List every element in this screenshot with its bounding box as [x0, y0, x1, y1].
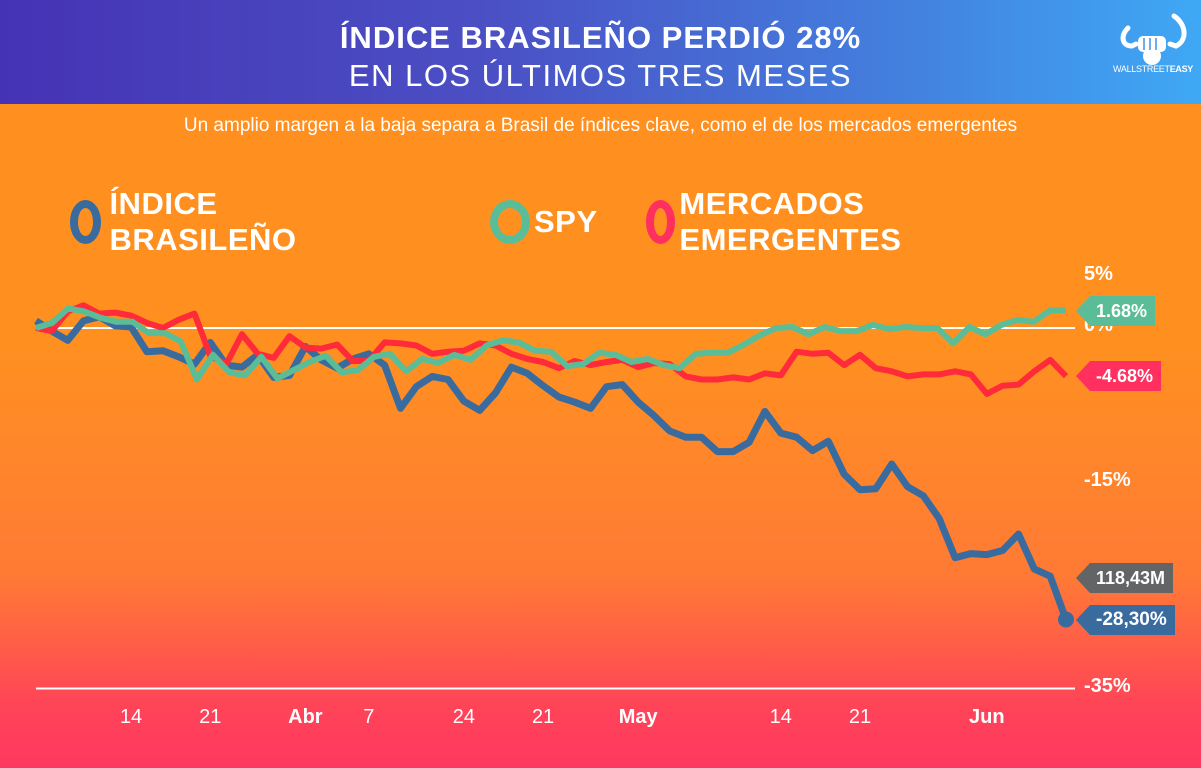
legend-item-spy: SPY — [490, 198, 598, 246]
series-line-emergentes — [35, 302, 1069, 397]
legend-ring-brasil-icon — [70, 200, 102, 244]
legend-label-emergentes: MERCADOS EMERGENTES — [679, 186, 902, 257]
chart-description: Un amplio margen a la baja separa a Bras… — [183, 115, 1018, 136]
x-tick-label: 21 — [531, 706, 555, 728]
series-line-spy — [35, 305, 1066, 383]
logo-text-bold: EASY — [1169, 64, 1194, 74]
legend-item-emergentes: MERCADOS EMERGENTES — [646, 186, 912, 257]
x-tick-label: 14 — [119, 706, 143, 728]
x-tick-label: 21 — [199, 706, 222, 728]
emergentes-end-label: -4.68% — [1075, 361, 1162, 391]
y-tick-label: -35% — [1084, 674, 1131, 697]
x-tick-label: 7 — [363, 706, 375, 728]
header-banner: ÍNDICE BRASILEÑO PERDIÓ 28% EN LOS ÚLTIM… — [0, 0, 1201, 104]
brasil-end-label: -28,30% — [1076, 605, 1175, 635]
y-tick-label: 5% — [1084, 262, 1113, 285]
brasil-end-point — [1058, 611, 1074, 628]
logo-wordmark: WALLSTREETEASY — [1110, 64, 1196, 74]
chart-subtitle-line: EN LOS ÚLTIMOS TRES MESES — [348, 58, 853, 93]
wallstreeteasy-logo: WALLSTREETEASY — [1110, 10, 1196, 90]
chart-title: ÍNDICE BRASILEÑO PERDIÓ 28% — [339, 20, 862, 55]
bull-fist-icon — [1120, 13, 1187, 65]
logo-text-light: WALLSTREET — [1113, 64, 1170, 74]
legend-item-brasil: ÍNDICE BRASILEÑO — [70, 186, 305, 257]
y-tick-label: -15% — [1084, 468, 1131, 491]
legend-ring-spy-icon — [490, 200, 530, 244]
spy-end-label: 1.68% — [1075, 296, 1156, 326]
legend-label-brasil: ÍNDICE BRASILEÑO — [109, 186, 297, 257]
x-tick-label: 14 — [769, 706, 792, 728]
legend-ring-emergentes-icon — [646, 200, 676, 244]
x-tick-label: 24 — [452, 706, 475, 728]
x-tick-label: May — [618, 706, 658, 728]
x-tick-label: 21 — [848, 706, 872, 728]
x-tick-label: Jun — [968, 706, 1005, 728]
legend-label-spy: SPY — [534, 204, 598, 239]
x-tick-label: Abr — [288, 706, 323, 728]
brasil-volume-label: 118,43M — [1075, 563, 1174, 593]
